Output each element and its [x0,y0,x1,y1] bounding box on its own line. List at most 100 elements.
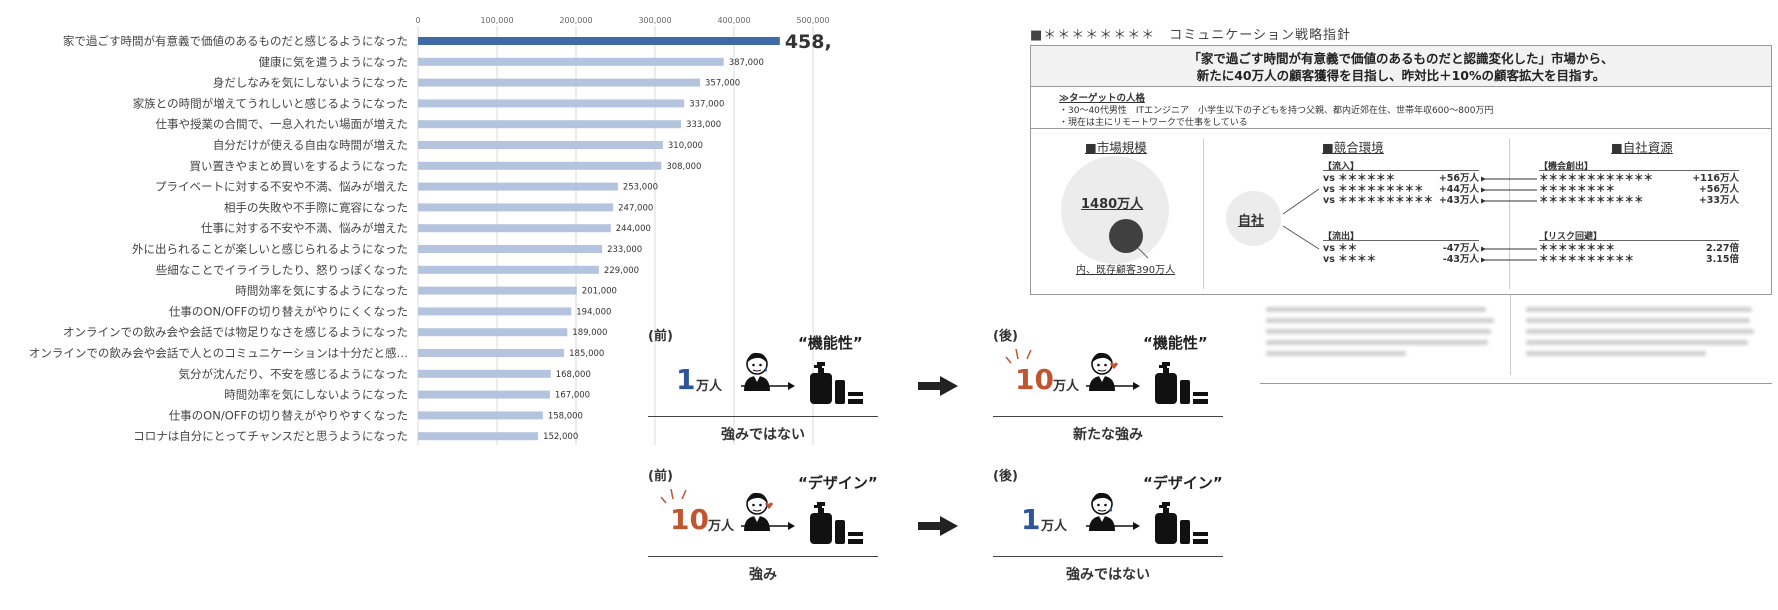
outflow-list: vs ＊＊ -47万人 vs ＊＊＊＊ -43万人 [1323,243,1479,265]
person-icon [744,352,770,391]
category-label: 仕事に対する不安や不満、悩みが増えた [201,221,408,235]
data-label: 244,000 [616,224,651,234]
persona-count: 10 [670,503,709,536]
category-label: オンラインでの飲み会や会話では物足りなさを感じるようになった [63,325,408,339]
item-value: 2.27倍 [1706,243,1739,254]
arrow-icon [741,522,795,530]
bar [418,411,543,420]
list-item: vs ＊＊＊＊＊＊＊＊＊＊ +43万人 [1323,195,1479,206]
x-tick-label: 300,000 [638,16,671,25]
divider [648,416,878,417]
x-tick-label: 500,000 [796,16,829,25]
item-name: ＊＊＊＊＊＊＊＊＊＊＊ [1539,195,1644,206]
bar [418,286,577,295]
blurred-notes [1260,295,1772,384]
competition-heading: ■競合環境 [1322,140,1384,155]
list-item: ＊＊＊＊＊＊＊＊ 2.27倍 [1539,243,1739,254]
product-icon [1155,502,1208,544]
bar [418,141,663,149]
persona-figure [740,351,774,395]
existing-customers-circle [1109,219,1143,253]
persona-unit: 万人 [708,519,735,534]
category-label: 相手の失敗や不手際に寛容になった [224,200,408,214]
target-line-1: ・30～40代男性 ITエンジニア 小学生以下の子どもを持つ父親、都内近郊在住、… [1059,106,1494,116]
person-icon [1089,492,1115,531]
item-name: vs ＊＊＊＊＊＊＊＊＊ [1323,184,1424,195]
divider [993,556,1223,557]
target-title: ≫ターゲットの人格 [1059,93,1145,104]
data-label: 458,000 人 [785,31,830,53]
persona-product [808,360,866,408]
persona-caption: 強み [749,567,777,583]
persona-tag: (後) [993,329,1018,344]
bar [418,182,618,191]
headline-line-2: 新たに40万人の顧客獲得を目指し、昨対比＋10%の顧客拡大を目指す。 [1196,68,1606,83]
category-label: 気分が沈んだり、不安を感じるようになった [178,367,408,381]
item-name: ＊＊＊＊＊＊＊＊ [1539,243,1616,254]
person-icon [744,492,773,531]
bar [418,390,550,399]
item-value: +56万人 [1438,173,1479,184]
persona-quote: “デザイン” [798,474,878,492]
data-label: 201,000 [582,287,617,297]
bar [418,57,724,66]
data-label: 233,000 [607,245,642,255]
item-name: ＊＊＊＊＊＊＊＊ [1539,184,1616,195]
bar [418,120,682,129]
transition-arrow-icon [918,516,958,536]
emphasis-burst-icon [1005,348,1032,364]
bar [418,265,599,274]
category-label: 仕事のON/OFFの切り替えがやりにくくなった [169,304,408,318]
category-label: 外に出られることが楽しいと感じられるようになった [132,242,408,256]
persona-unit: 万人 [1041,519,1068,534]
category-label: 家で過ごす時間が有意義で価値のあるものだと感じるようになった [63,34,408,48]
bar [418,161,662,170]
divider [1510,295,1511,375]
persona-quote: “機能性” [798,334,863,352]
persona-tag: (前) [648,469,673,484]
item-name: ＊＊＊＊＊＊＊＊＊＊＊＊ [1539,173,1654,184]
company-label: 自社 [1238,214,1265,229]
product-icon [1155,362,1208,404]
persona-figure [740,491,774,535]
category-label: プライベートに対する不安や不満、悩みが増えた [155,180,408,194]
data-label: 185,000 [569,349,604,359]
strategy-title: ■＊＊＊＊＊＊＊＊ コミュニケーション戦略指針 [1030,28,1352,43]
list-item: ＊＊＊＊＊＊＊＊＊＊＊ +33万人 [1539,195,1739,206]
category-label: 自分だけが使える自由な時間が増えた [213,138,408,152]
persona-count: 10 [1015,363,1054,396]
persona-caption: 強みではない [721,427,805,443]
item-value: -43万人 [1442,254,1479,265]
category-label: オンラインでの飲み会や会話で人とのコミュニケーションは十分だと感… [29,346,408,360]
data-label: 333,000 [686,120,721,130]
item-value: +56万人 [1698,184,1739,195]
persona-card: (前) 10 万人 “デザイン” [648,465,878,585]
persona-figure [1085,491,1119,535]
persona-card: (後) 1 万人 “デザイン” 強みではな [993,465,1223,585]
persona-tag: (前) [648,329,673,344]
strategy-panel: ■＊＊＊＊＊＊＊＊ コミュニケーション戦略指針 「家で過ごす時間が有意義で価値の… [1030,20,1774,385]
opportunity-list: ＊＊＊＊＊＊＊＊＊＊＊＊ +116万人 ＊＊＊＊＊＊＊＊ +56万人 ＊＊＊＊＊＊＊＊＊… [1539,173,1739,206]
persona-caption: 強みではない [1066,567,1150,583]
data-label: 387,000 [729,58,764,68]
item-value: +116万人 [1692,173,1739,184]
item-name: vs ＊＊＊＊＊＊＊＊＊＊ [1323,195,1434,206]
divider [1509,139,1510,289]
market-size-value: 1480万人 [1081,197,1144,212]
item-name: vs ＊＊＊＊ [1323,254,1377,265]
category-label: 時間効率を気にするようになった [235,284,408,298]
list-item: vs ＊＊＊＊＊＊ +56万人 [1323,173,1479,184]
list-item: ＊＊＊＊＊＊＊＊＊＊ 3.15倍 [1539,254,1739,265]
category-label: 買い置きやまとめ買いをするようになった [190,159,409,173]
outflow-rule [1323,240,1479,241]
data-label: 308,000 [666,162,701,172]
leader-line [1137,247,1149,259]
bar [418,328,568,337]
resource-arrows [1481,176,1537,263]
strategy-headline: 「家で過ごす時間が有意義で価値のあるものだと認識変化した」市場から、 新たに40… [1030,45,1772,87]
list-item: vs ＊＊ -47万人 [1323,243,1479,254]
category-label: 健康に気を遣うようになった [259,55,409,69]
divider [993,416,1223,417]
item-value: +44万人 [1438,184,1479,195]
resources-heading: ■自社資源 [1611,140,1673,155]
